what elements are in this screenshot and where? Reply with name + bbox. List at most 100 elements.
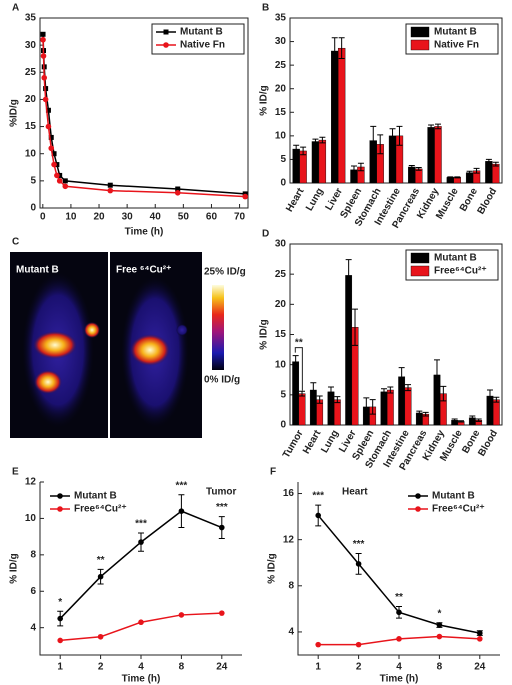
x-axis-label: Time (h) — [125, 227, 164, 238]
bar — [434, 126, 442, 184]
panel-label: D — [262, 229, 269, 240]
tumor-signal — [176, 324, 188, 336]
bar — [386, 389, 394, 426]
point — [315, 641, 322, 648]
y-tick-label: 35 — [275, 13, 287, 24]
error-bar — [370, 125, 377, 156]
liver-signal — [130, 334, 170, 366]
x-tick-label: 24 — [474, 662, 486, 673]
point — [41, 74, 48, 81]
point — [40, 36, 46, 43]
panel-note: Heart — [342, 487, 368, 498]
y-tick-label: 15 — [275, 329, 287, 340]
legend-box — [151, 23, 245, 55]
point — [54, 172, 60, 179]
error-bar — [492, 161, 499, 167]
image-caption: Mutant B — [16, 265, 59, 276]
y-tick-label: 12 — [25, 477, 37, 488]
error-bar — [331, 37, 338, 65]
legend-marker — [163, 42, 169, 48]
point — [57, 172, 63, 178]
bar — [492, 399, 500, 426]
bar — [427, 127, 435, 184]
legend-label: Native Fn — [434, 40, 479, 51]
annotation: * — [58, 597, 62, 608]
point — [355, 561, 362, 567]
legend-label: Mutant B — [74, 491, 117, 502]
error-bar — [408, 165, 415, 169]
y-tick-label: 10 — [25, 513, 37, 524]
legend-label: Mutant B — [180, 27, 223, 38]
legend-label: Mutant B — [434, 27, 477, 38]
error-bar — [312, 138, 319, 145]
point — [396, 609, 402, 616]
error-bar — [435, 123, 442, 130]
tumor-signal — [84, 322, 100, 338]
legend-marker — [163, 29, 169, 35]
error-bar — [293, 144, 300, 154]
x-tick-label: 4 — [138, 662, 144, 673]
legend-swatch — [410, 265, 430, 277]
y-axis-label: %ID/g — [9, 99, 20, 127]
kidney-signal — [34, 370, 62, 394]
error-bar — [350, 165, 357, 175]
point — [178, 508, 185, 514]
point — [42, 96, 49, 103]
point — [57, 615, 63, 622]
point — [107, 187, 114, 194]
y-tick-label: 0 — [280, 178, 286, 189]
point — [62, 178, 68, 184]
annotation: *** — [353, 539, 365, 550]
point — [396, 636, 402, 642]
bar — [415, 168, 423, 184]
bar — [292, 148, 300, 184]
error-bar — [469, 415, 476, 421]
annotation: *** — [176, 480, 188, 491]
bar — [331, 50, 339, 184]
plot-frame — [39, 17, 249, 209]
y-tick-label: 5 — [280, 154, 286, 165]
y-tick-label: 12 — [283, 534, 295, 545]
error-bar — [380, 388, 387, 396]
x-tick-label: 0 — [40, 212, 46, 223]
y-tick-label: 8 — [288, 580, 294, 591]
x-axis-label: Time (h) — [122, 674, 161, 685]
error-bar — [422, 411, 429, 417]
y-tick-label: 15 — [25, 121, 37, 132]
legend-label: Free⁶⁴Cu²⁺ — [432, 504, 485, 515]
bar — [337, 47, 346, 184]
y-tick-label: 20 — [275, 299, 287, 310]
point — [355, 641, 362, 648]
series-line — [60, 612, 222, 642]
image-caption: Free ⁶⁴Cu²⁺ — [116, 265, 171, 276]
y-tick-label: 5 — [30, 175, 36, 186]
bar — [408, 166, 416, 184]
bar — [380, 391, 388, 426]
error-bar — [493, 396, 500, 403]
error-bar — [440, 385, 447, 402]
point — [56, 178, 63, 184]
point — [138, 619, 144, 626]
x-tick-label: 60 — [206, 212, 218, 223]
error-bar — [454, 176, 461, 179]
point — [62, 183, 69, 190]
error-bar — [475, 418, 482, 422]
error-bar — [416, 410, 423, 416]
error-bar — [433, 359, 440, 391]
y-tick-label: 30 — [275, 239, 287, 250]
color-scale — [212, 285, 224, 370]
bar — [492, 163, 500, 184]
bar — [292, 361, 300, 426]
y-tick-label: 25 — [25, 67, 37, 78]
legend-label: Free⁶⁴Cu²⁺ — [434, 266, 487, 277]
point — [97, 633, 104, 640]
x-tick-label: 50 — [178, 212, 190, 223]
y-axis-label: % ID/g — [9, 553, 20, 584]
point — [242, 193, 248, 200]
scale-max-label: 25% ID/g — [204, 267, 246, 278]
x-tick-label: Lung — [304, 186, 326, 213]
point — [174, 190, 181, 196]
y-tick-label: 4 — [30, 622, 36, 633]
point — [97, 573, 104, 580]
